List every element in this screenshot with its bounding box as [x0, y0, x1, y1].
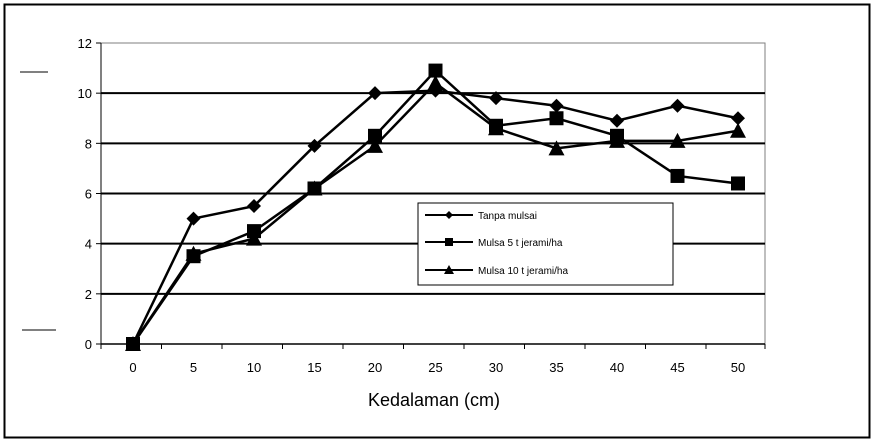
y-tick-label: 12	[78, 36, 92, 51]
data-point	[609, 132, 625, 148]
y-tick-label: 2	[85, 287, 92, 302]
data-point	[730, 122, 746, 138]
x-tick-label: 40	[610, 360, 624, 375]
data-point	[489, 91, 503, 106]
data-point	[125, 336, 141, 351]
x-tick-label: 5	[190, 360, 197, 375]
data-point	[247, 199, 261, 214]
data-point	[427, 75, 444, 91]
x-tick-label: 10	[247, 360, 261, 375]
y-tick-label: 8	[85, 136, 92, 151]
x-tick-label: 0	[129, 360, 136, 375]
data-point	[307, 138, 322, 153]
axes: 0 2 4 6 8 10 12 0 5 10 15 20 25 30 35 40 45 50	[78, 36, 766, 375]
y-tick-label: 0	[85, 337, 92, 352]
x-tick-label: 45	[670, 360, 684, 375]
legend-entry: Tanpa mulsai	[425, 211, 537, 222]
y-tick-label: 6	[85, 187, 92, 202]
legend-marker	[445, 211, 453, 219]
series-3	[125, 75, 746, 351]
x-tick-label: 20	[368, 360, 382, 375]
data-point	[549, 111, 564, 126]
data-point	[186, 211, 201, 226]
y-tick-label: 10	[78, 86, 92, 101]
legend-box	[417, 202, 674, 286]
x-tick-label: 25	[428, 360, 442, 375]
x-tick-label: 15	[307, 360, 321, 375]
x-tick-label: 35	[549, 360, 563, 375]
data-point	[368, 86, 382, 101]
data-point	[669, 132, 686, 148]
data-point	[306, 180, 323, 196]
data-point	[185, 245, 202, 261]
series-1	[126, 83, 745, 351]
legend-entry: Mulsa 5 t jerami/ha	[425, 238, 563, 249]
data-point	[670, 168, 685, 183]
legend-entry: Mulsa 10 t jerami/ha	[425, 265, 568, 277]
data-point	[731, 176, 745, 191]
x-tick-label: 50	[731, 360, 745, 375]
x-axis-title: Kedalaman (cm)	[368, 390, 500, 410]
data-point	[367, 137, 383, 153]
data-point	[610, 113, 624, 128]
legend-marker	[444, 265, 454, 274]
legend: Tanpa mulsai Mulsa 5 t jerami/ha Mulsa 10 …	[417, 202, 674, 286]
data-point	[428, 63, 443, 78]
legend-label: Mulsa 5 t jerami/ha	[478, 238, 563, 249]
data-point	[670, 98, 685, 113]
legend-marker	[445, 238, 453, 246]
legend-label: Tanpa mulsai	[478, 211, 537, 222]
data-point	[488, 120, 504, 136]
data-point	[548, 140, 565, 156]
data-point	[368, 128, 382, 143]
x-tick-label: 30	[489, 360, 503, 375]
data-point	[246, 230, 262, 246]
series-group	[125, 63, 746, 351]
data-point	[549, 98, 564, 113]
y-tick-label: 4	[85, 237, 92, 252]
legend-label: Mulsa 10 t jerami/ha	[478, 266, 568, 277]
data-point	[731, 111, 745, 126]
